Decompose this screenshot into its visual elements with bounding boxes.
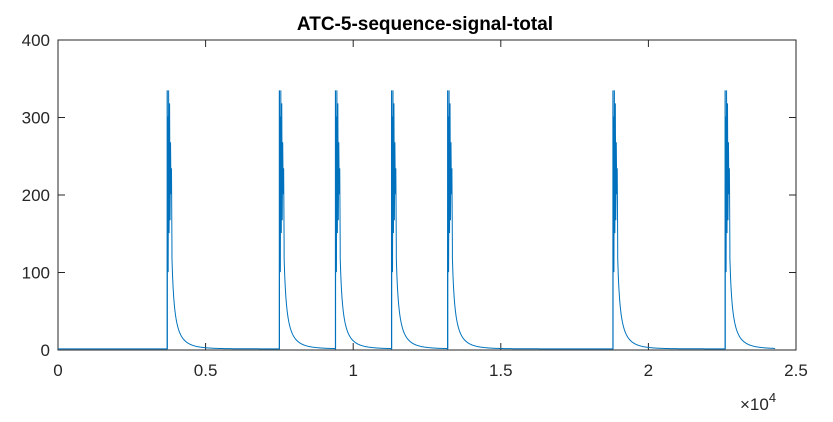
chart-title: ATC-5-sequence-signal-total [297,14,553,35]
series-line [58,90,776,350]
x-tick-label: 2 [644,361,653,380]
y-tick-label: 0 [41,341,50,360]
x-exponent-power: 4 [769,390,776,405]
y-tick-label: 300 [22,109,50,128]
y-tick-label: 200 [22,186,50,205]
x-tick-label: 1 [348,361,357,380]
x-tick-label: 0 [53,361,62,380]
y-tick-label: 100 [22,264,50,283]
x-tick-label: 0.5 [194,361,218,380]
x-tick-label: 1.5 [489,361,513,380]
x-tick-label: 2.5 [784,361,808,380]
y-tick-label: 400 [22,31,50,50]
